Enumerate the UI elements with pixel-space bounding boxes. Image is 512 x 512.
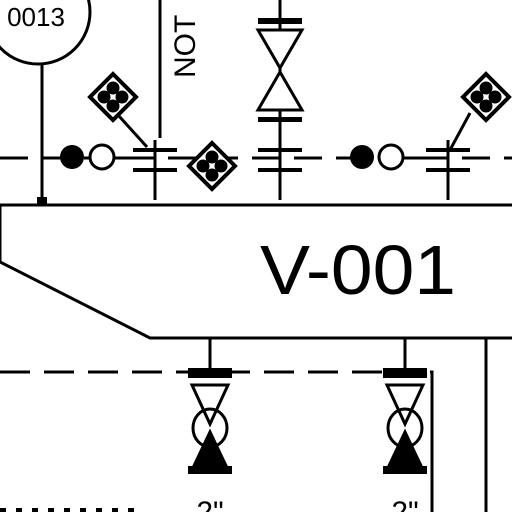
vessel-tag: V-001 (260, 231, 456, 309)
vessel-outline (0, 203, 512, 340)
signal-line-lower-drop (430, 370, 434, 512)
right-actuator-link (448, 112, 472, 151)
gate-valve-top[interactable] (255, 18, 305, 122)
size-label-left: 2" (196, 496, 223, 512)
right-nozzle-flange (426, 148, 470, 172)
size-label-right: 2" (391, 496, 418, 512)
instrument-tag: 0013 (7, 2, 65, 32)
instrument-balloon[interactable]: 0013 (0, 0, 92, 66)
gate-valve-bottom-right[interactable] (383, 368, 427, 474)
indicator-lamp-icon[interactable] (60, 143, 116, 171)
leader-terminator (37, 197, 47, 204)
gate-valve-bottom-left[interactable] (188, 368, 232, 474)
left-actuator-link (116, 113, 149, 149)
vertical-note: NOT (169, 15, 202, 78)
center-flange (258, 148, 302, 172)
signal-diamond-icon[interactable] (187, 141, 237, 191)
actuator-diamond-icon[interactable] (88, 72, 138, 122)
indicator-lamp-icon-right[interactable] (350, 143, 405, 171)
left-nozzle-flange (133, 148, 177, 172)
vessel-v001[interactable]: V-001 (0, 203, 512, 340)
